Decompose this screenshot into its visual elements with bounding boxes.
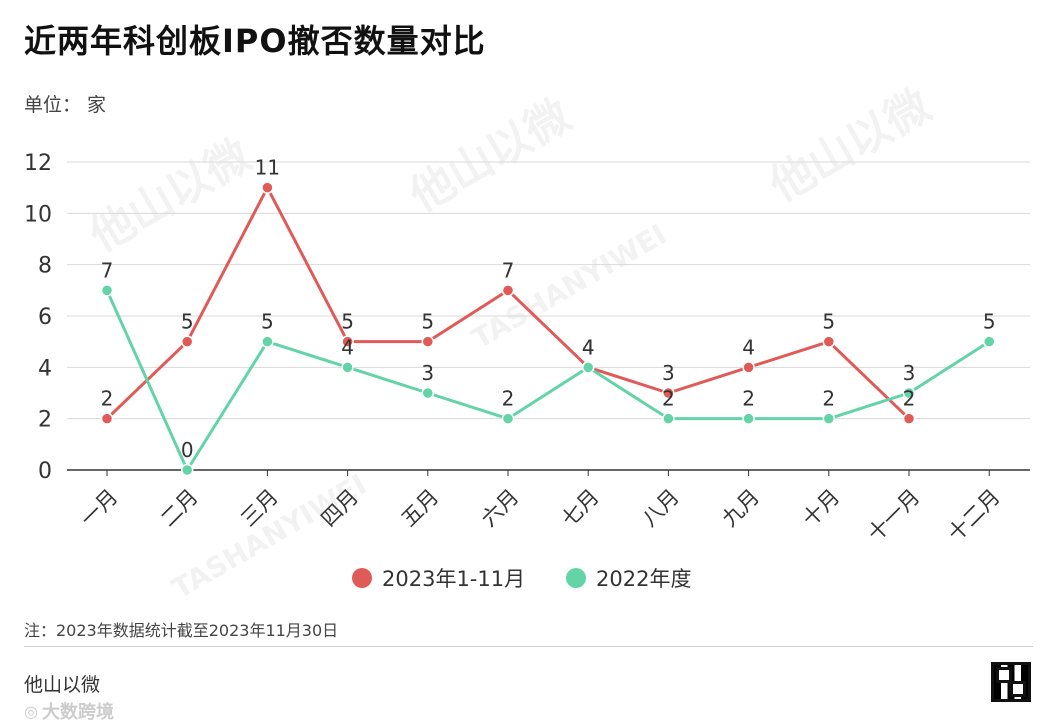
brand-name: 他山以微 bbox=[24, 674, 101, 696]
divider bbox=[24, 646, 1033, 647]
data-label: 5 bbox=[421, 310, 434, 334]
data-label: 3 bbox=[662, 361, 675, 385]
x-tick-label: 八月 bbox=[637, 485, 684, 532]
x-tick-label: 十月 bbox=[798, 485, 845, 532]
data-label: 3 bbox=[421, 361, 434, 385]
x-tick-label: 一月 bbox=[76, 485, 123, 532]
data-point bbox=[180, 463, 194, 477]
data-label: 5 bbox=[341, 310, 354, 334]
data-point bbox=[902, 412, 916, 425]
data-label: 2 bbox=[502, 387, 515, 411]
x-tick-label: 六月 bbox=[477, 485, 524, 532]
legend-label: 2023年1-11月 bbox=[382, 567, 525, 591]
data-point bbox=[100, 412, 114, 425]
logo-icon: ◎ bbox=[24, 701, 38, 721]
y-tick-label: 10 bbox=[24, 202, 52, 227]
x-tick-label: 九月 bbox=[717, 485, 764, 532]
y-axis: 0 2 4 6 8 10 12 bbox=[24, 151, 52, 484]
data-label: 2 bbox=[742, 387, 755, 411]
series-line-1 bbox=[105, 186, 911, 420]
qr-code-icon bbox=[991, 662, 1031, 702]
legend-marker bbox=[352, 568, 372, 588]
data-point bbox=[581, 361, 595, 374]
data-label: 4 bbox=[582, 335, 595, 359]
data-label: 5 bbox=[181, 310, 194, 334]
data-label: 5 bbox=[983, 310, 996, 334]
x-axis: 一月 二月 三月 四月 五月 六月 七月 八月 九月 十月 十一月 十二月 bbox=[76, 470, 1005, 546]
legend-marker bbox=[566, 568, 586, 588]
legend-label: 2022年度 bbox=[596, 567, 691, 591]
data-point bbox=[501, 284, 515, 297]
x-tick-label: 四月 bbox=[316, 485, 363, 532]
chart-title: 近两年科创板IPO撤否数量对比 bbox=[24, 22, 486, 60]
series-line-2 bbox=[105, 289, 991, 472]
data-label: 2 bbox=[662, 387, 675, 411]
data-label: 5 bbox=[261, 310, 274, 334]
data-point bbox=[501, 412, 515, 425]
data-point bbox=[421, 335, 435, 348]
data-label: 2 bbox=[101, 387, 114, 411]
data-point bbox=[662, 412, 675, 425]
footer-logo: ◎ 大数跨境 bbox=[24, 698, 114, 724]
y-tick-label: 12 bbox=[24, 151, 52, 176]
data-label: 7 bbox=[101, 258, 114, 282]
unit-label: 单位： 家 bbox=[24, 94, 107, 116]
data-point bbox=[341, 335, 354, 348]
y-tick-label: 8 bbox=[38, 254, 52, 279]
data-point bbox=[902, 386, 916, 400]
x-tick-label: 三月 bbox=[236, 485, 283, 532]
line-chart: 0 2 4 6 8 10 12 一月 二月 三月 四月 五月 六月 七月 八月 九月 十月 十一月 十二月 2 5 1… bbox=[24, 151, 1030, 591]
x-tick-label: 七月 bbox=[557, 485, 604, 532]
data-label: 4 bbox=[582, 335, 595, 359]
data-label: 7 bbox=[502, 258, 515, 282]
series-points bbox=[100, 181, 996, 477]
legend: 2023年1-11月 2022年度 bbox=[352, 567, 691, 591]
data-point bbox=[261, 181, 274, 194]
data-point bbox=[822, 335, 836, 348]
y-tick-label: 4 bbox=[38, 356, 52, 381]
data-point bbox=[100, 284, 114, 297]
data-label: 5 bbox=[822, 310, 835, 334]
x-tick-label: 十一月 bbox=[863, 485, 925, 547]
data-point bbox=[822, 412, 836, 425]
data-point bbox=[261, 335, 274, 348]
data-label: 4 bbox=[341, 335, 354, 359]
data-label: 2 bbox=[903, 387, 916, 411]
data-label: 0 bbox=[181, 438, 194, 462]
data-point bbox=[742, 361, 755, 374]
footnote: 注：2023年数据统计截至2023年11月30日 bbox=[24, 621, 339, 640]
x-tick-label: 五月 bbox=[397, 485, 444, 532]
x-tick-label: 二月 bbox=[156, 485, 203, 532]
y-tick-label: 2 bbox=[38, 408, 52, 433]
data-label: 11 bbox=[255, 156, 280, 180]
data-point bbox=[180, 335, 194, 348]
data-point bbox=[662, 386, 675, 400]
data-point bbox=[982, 335, 996, 348]
gridlines bbox=[67, 161, 1030, 471]
data-point bbox=[341, 361, 354, 374]
data-label: 4 bbox=[742, 335, 755, 359]
x-tick-label: 十二月 bbox=[943, 485, 1005, 547]
y-tick-label: 6 bbox=[38, 305, 52, 330]
data-point bbox=[742, 412, 755, 425]
footer-logo-text: 大数跨境 bbox=[41, 702, 114, 723]
series-lines bbox=[105, 186, 991, 472]
data-label: 2 bbox=[822, 387, 835, 411]
data-point bbox=[421, 386, 435, 400]
data-label: 3 bbox=[903, 361, 916, 385]
y-tick-label: 0 bbox=[38, 459, 52, 484]
